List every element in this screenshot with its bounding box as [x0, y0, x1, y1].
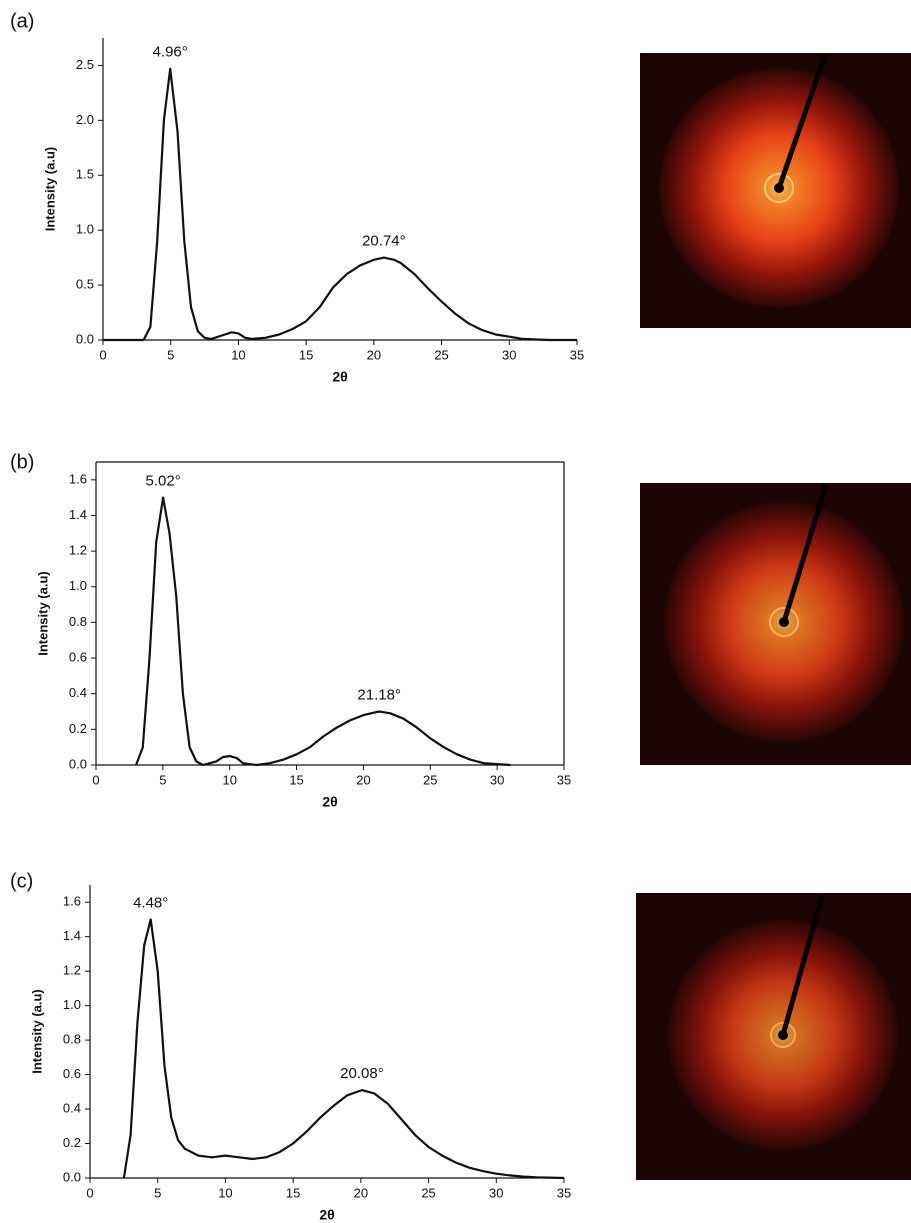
- y-tick-label: 1.6: [69, 471, 87, 486]
- x-axis-title: 2θ: [332, 369, 347, 385]
- y-tick-label: 2.0: [76, 112, 94, 127]
- y-tick-label: 1.2: [69, 543, 87, 558]
- x-tick-label: 30: [490, 772, 504, 787]
- peak-annotation: 4.96°: [153, 44, 188, 61]
- peak-annotation: 20.74°: [362, 233, 406, 250]
- y-tick-label: 1.0: [76, 222, 94, 237]
- panel-label: (c): [10, 870, 33, 892]
- y-tick-label: 0.0: [69, 756, 87, 771]
- y-tick-label: 1.0: [69, 578, 87, 593]
- y-tick-label: 0.2: [69, 721, 87, 736]
- x-tick-label: 20: [367, 347, 381, 362]
- diffraction-image-a: [640, 53, 911, 328]
- x-tick-label: 5: [154, 1185, 161, 1200]
- data-line: [135, 496, 511, 767]
- panel-label: (b): [10, 451, 34, 473]
- x-axis-title: 2θ: [322, 794, 337, 810]
- x-tick-label: 15: [289, 772, 303, 787]
- x-tick-label: 30: [502, 347, 516, 362]
- y-axis-title: Intensity (a.u): [42, 147, 57, 232]
- data-line: [103, 67, 577, 342]
- x-tick-label: 5: [167, 347, 174, 362]
- x-tick-label: 15: [299, 347, 313, 362]
- y-tick-label: 2.5: [76, 57, 94, 72]
- x-tick-label: 25: [434, 347, 448, 362]
- y-axis-title: Intensity (a.u): [35, 571, 50, 656]
- x-tick-label: 0: [86, 1185, 93, 1200]
- peak-annotation: 5.02°: [146, 473, 181, 490]
- x-tick-label: 20: [354, 1185, 368, 1200]
- x-tick-label: 25: [423, 772, 437, 787]
- y-tick-label: 0.2: [63, 1135, 81, 1150]
- y-axis-title: Intensity (a.u): [29, 989, 44, 1074]
- x-tick-label: 15: [286, 1185, 300, 1200]
- x-tick-label: 35: [570, 347, 584, 362]
- y-tick-label: 0.4: [63, 1100, 81, 1115]
- y-tick-label: 0.0: [63, 1169, 81, 1184]
- x-axis-title: 2θ: [319, 1207, 334, 1223]
- x-tick-label: 10: [231, 347, 245, 362]
- y-tick-label: 0.8: [63, 1032, 81, 1047]
- y-tick-label: 1.4: [69, 507, 87, 522]
- y-tick-label: 0.8: [69, 614, 87, 629]
- y-tick-label: 0.6: [69, 649, 87, 664]
- peak-annotation: 20.08°: [340, 1065, 384, 1082]
- x-tick-label: 0: [99, 347, 106, 362]
- y-tick-label: 1.6: [63, 894, 81, 909]
- panel-label: (a): [10, 10, 34, 32]
- peak-annotation: 21.18°: [357, 686, 401, 703]
- x-tick-label: 10: [222, 772, 236, 787]
- y-tick-label: 0.5: [76, 277, 94, 292]
- y-tick-label: 0.6: [63, 1066, 81, 1081]
- x-tick-label: 35: [557, 772, 571, 787]
- x-tick-label: 20: [356, 772, 370, 787]
- x-tick-label: 35: [557, 1185, 571, 1200]
- y-tick-label: 1.5: [76, 167, 94, 182]
- data-line: [122, 918, 565, 1180]
- diffraction-image-c: [636, 893, 911, 1180]
- y-tick-label: 0.4: [69, 685, 87, 700]
- y-tick-label: 1.0: [63, 997, 81, 1012]
- diffraction-image-b: [640, 483, 911, 765]
- peak-annotation: 4.48°: [133, 894, 168, 911]
- x-tick-label: 25: [421, 1185, 435, 1200]
- y-tick-label: 0.0: [76, 331, 94, 346]
- x-tick-label: 0: [92, 772, 99, 787]
- x-tick-label: 10: [218, 1185, 232, 1200]
- y-tick-label: 1.4: [63, 928, 81, 943]
- x-tick-label: 5: [159, 772, 166, 787]
- x-tick-label: 30: [489, 1185, 503, 1200]
- y-tick-label: 1.2: [63, 963, 81, 978]
